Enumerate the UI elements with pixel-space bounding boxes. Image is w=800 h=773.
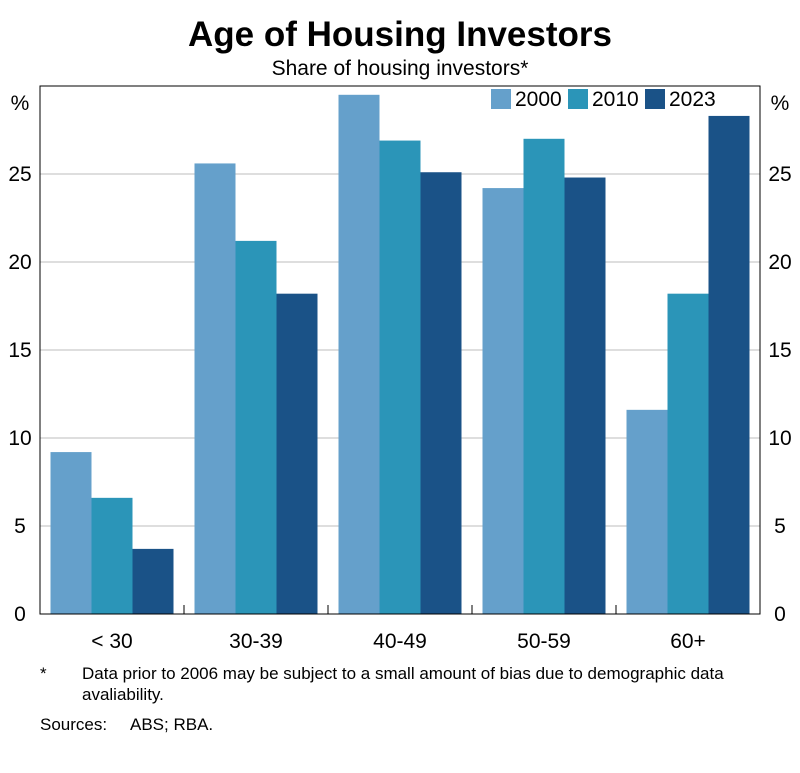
bar-2000-1 — [194, 163, 236, 614]
bar-2010-4 — [667, 293, 709, 614]
footnote-asterisk-mark: * — [40, 664, 47, 683]
y-tick-label-right: 5 — [774, 515, 786, 538]
legend-swatch-2000 — [491, 89, 511, 109]
x-tick-label: < 30 — [91, 630, 132, 653]
bar-2023-0 — [132, 548, 174, 614]
x-tick-label: 40-49 — [373, 630, 427, 653]
bar-2023-3 — [564, 177, 606, 614]
bar-2000-2 — [338, 94, 380, 615]
y-axis-label-right: % — [771, 92, 790, 115]
chart-subtitle: Share of housing investors* — [272, 57, 529, 80]
legend-label-2023: 2023 — [669, 88, 716, 111]
y-tick-label-right: 10 — [768, 427, 791, 450]
x-tick-label: 60+ — [670, 630, 706, 653]
bar-2000-3 — [482, 188, 524, 614]
y-tick-label-left: 20 — [8, 251, 31, 274]
footnote-asterisk-text: Data prior to 2006 may be subject to a s… — [82, 664, 724, 704]
bar-chart: Age of Housing Investors Share of housin… — [8, 15, 791, 653]
bar-2010-3 — [523, 138, 565, 615]
sources-text: ABS; RBA. — [130, 715, 214, 734]
bar-2023-4 — [708, 115, 750, 615]
bars — [50, 94, 750, 615]
bar-2010-2 — [379, 140, 421, 614]
y-tick-label-right: 15 — [768, 339, 791, 362]
x-axis-ticks: < 30 30-39 40-49 50-59 60+ — [91, 630, 706, 653]
y-axis-ticks: 0 0 5 5 10 10 15 15 20 20 25 25 — [8, 163, 791, 626]
sources-label: Sources: — [40, 715, 108, 734]
bar-2023-2 — [420, 172, 462, 615]
bar-2010-1 — [235, 240, 277, 614]
bar-2023-1 — [276, 293, 318, 614]
footnote-asterisk: * Data prior to 2006 may be subject to a… — [40, 663, 780, 705]
legend-label-2010: 2010 — [592, 88, 639, 111]
chart-title: Age of Housing Investors — [188, 15, 612, 54]
y-tick-label-right: 25 — [768, 163, 791, 186]
bar-2010-0 — [91, 497, 133, 614]
y-tick-label-left: 0 — [14, 603, 26, 626]
x-tick-label: 50-59 — [517, 630, 571, 653]
plot-frame — [39, 85, 761, 615]
legend: 2000 2010 2023 — [491, 88, 716, 111]
y-tick-label-left: 25 — [8, 163, 31, 186]
legend-swatch-2023 — [645, 89, 665, 109]
bar-2000-0 — [50, 452, 92, 614]
bar-2000-4 — [626, 409, 668, 614]
y-tick-label-left: 10 — [8, 427, 31, 450]
y-tick-label-right: 0 — [774, 603, 786, 626]
y-axis-label-left: % — [11, 92, 30, 115]
y-tick-label-right: 20 — [768, 251, 791, 274]
legend-label-2000: 2000 — [515, 88, 562, 111]
footnote-sources: Sources: ABS; RBA. — [40, 714, 213, 735]
y-tick-label-left: 15 — [8, 339, 31, 362]
legend-swatch-2010 — [568, 89, 588, 109]
x-tick-label: 30-39 — [229, 630, 283, 653]
y-tick-label-left: 5 — [14, 515, 26, 538]
